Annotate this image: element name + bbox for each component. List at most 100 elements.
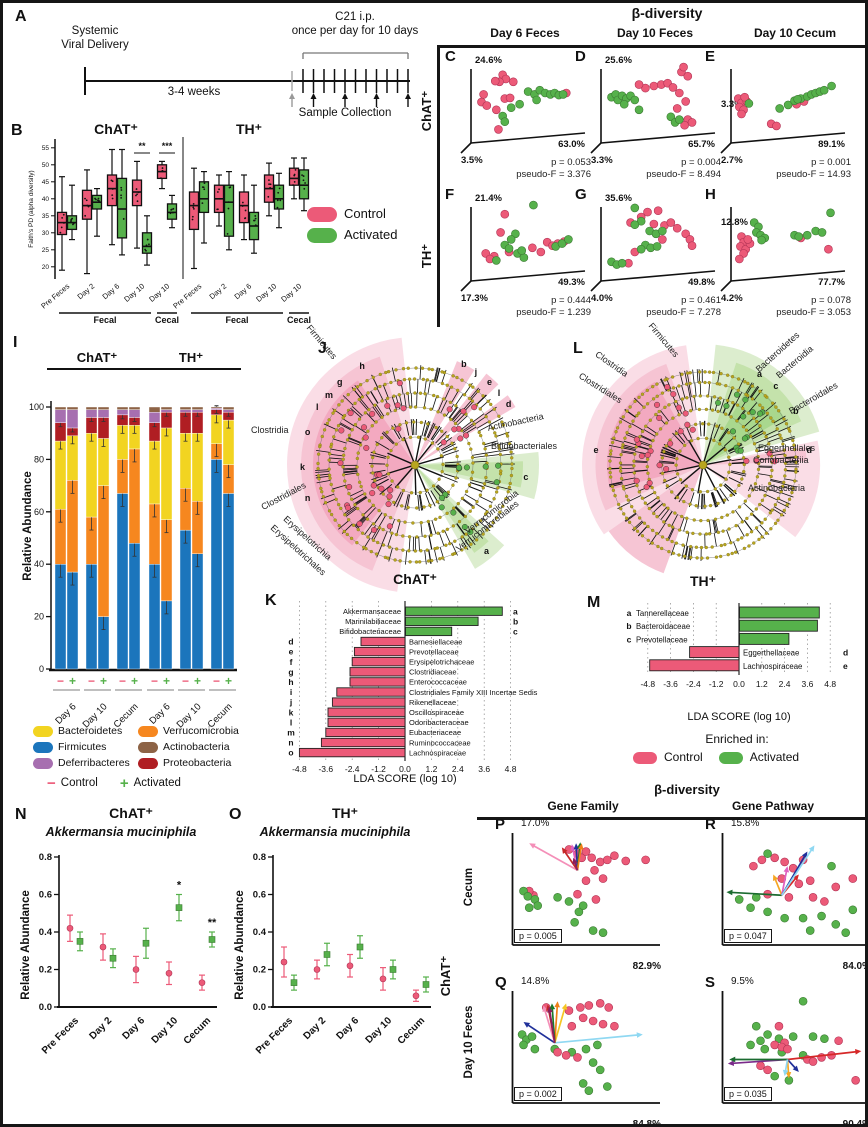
- col-header-day6-feces: Day 6 Feces: [490, 26, 560, 40]
- viral-delivery-label-line2: Viral Delivery: [61, 39, 129, 51]
- pseudo-f-value: pseudo-F = 7.278: [646, 307, 721, 318]
- panel-title: TH⁺: [331, 805, 359, 821]
- p-value: p = 0.047: [724, 929, 772, 943]
- panel-letter-e: E: [705, 48, 716, 65]
- panel-q-biplot: Q 14.8% p = 0.002 84.8%: [495, 975, 661, 1124]
- panel-l-cladogram-th: L TH⁺ Firmicutes Clostridia Clostridiales B…: [565, 321, 865, 605]
- cladogram-caption: ChAT⁺: [393, 571, 437, 587]
- svg-text:Clostridiaceae: Clostridiaceae: [409, 668, 457, 677]
- svg-text:Eggerthellaceae: Eggerthellaceae: [743, 649, 799, 658]
- panel-e-pcoa: E 3.3% 89.1% 2.7% p = 0.001 pseudo-F = 1…: [705, 49, 851, 191]
- svg-text:Day 2: Day 2: [207, 282, 228, 301]
- panel-g-pcoa: G 35.6% 49.8% 4.0% p = 0.461 pseudo-F = …: [575, 187, 721, 329]
- svg-text:40: 40: [34, 559, 44, 569]
- svg-text:20: 20: [34, 612, 44, 622]
- svg-text:Bifidobacteriaceae: Bifidobacteriaceae: [339, 627, 401, 636]
- z-variance-pct: 3.3%: [591, 155, 613, 166]
- taxa-label: Clostridia: [251, 425, 289, 435]
- svg-text:45: 45: [42, 179, 50, 186]
- svg-text:2.4: 2.4: [779, 679, 791, 689]
- control-label: Control: [344, 206, 386, 222]
- p-value: p = 0.004: [681, 157, 721, 168]
- taxa-letter-marker: e: [593, 445, 599, 456]
- svg-text:Lachnospiraceae: Lachnospiraceae: [409, 748, 466, 757]
- p-value: p = 0.035: [724, 1087, 772, 1101]
- svg-text:Day 2: Day 2: [301, 1015, 328, 1042]
- cladogram-caption: TH⁺: [689, 573, 717, 589]
- header-rule: [437, 45, 865, 48]
- taxa-label: Eggerthellales: [758, 443, 816, 453]
- biplot-graphic: [511, 833, 660, 946]
- svg-text:0.2: 0.2: [253, 965, 266, 976]
- svg-text:−: −: [213, 674, 220, 688]
- weeks-label: 3-4 weeks: [167, 86, 221, 98]
- x-variance-pct: 65.7%: [688, 139, 715, 150]
- svg-text:−: −: [182, 674, 189, 688]
- legend-item: Deferribacteres: [33, 757, 138, 769]
- svg-text:-3.6: -3.6: [663, 679, 678, 689]
- svg-text:0.6: 0.6: [253, 890, 266, 901]
- sample-collection-label: Sample Collection: [298, 107, 392, 119]
- taxa-letter-marker: e: [486, 376, 492, 387]
- beta-diversity-top: β-diversity Day 6 Feces Day 10 Feces Day…: [419, 3, 865, 333]
- svg-text:40: 40: [42, 196, 50, 203]
- svg-text:Cecum: Cecum: [182, 1015, 213, 1046]
- svg-text:100: 100: [29, 402, 44, 412]
- beta-diversity-bottom: β-diversity Gene Family Gene Pathway ChA…: [437, 782, 865, 1124]
- svg-text:20: 20: [42, 264, 50, 271]
- legend-item: Verrucomicrobia: [138, 725, 263, 737]
- svg-text:Marinilabiliaceae: Marinilabiliaceae: [345, 617, 401, 626]
- svg-text:Pre Feces: Pre Feces: [254, 1015, 296, 1057]
- svg-text:Cecum: Cecum: [396, 1015, 427, 1046]
- taxa-label: Coriobacteriia: [753, 455, 809, 465]
- panel-s-biplot: S 9.5% p = 0.035 90.4%: [705, 975, 865, 1124]
- pseudo-f-value: pseudo-F = 1.239: [516, 307, 591, 318]
- svg-text:Rikenellaceae: Rikenellaceae: [409, 698, 456, 707]
- row-label-cecum: Cecum: [463, 867, 475, 907]
- svg-text:80: 80: [34, 454, 44, 464]
- panel-letter-d: D: [575, 48, 586, 65]
- activated-label: Activated: [749, 750, 800, 764]
- panel-i-relative-abundance: I ChAT⁺ TH⁺ Relative Abundance 0 20 40 60 80…: [11, 335, 245, 799]
- taxa-letter-marker: c: [523, 471, 529, 482]
- p-value: p = 0.002: [514, 1087, 562, 1101]
- svg-text:−: −: [151, 674, 158, 688]
- svg-text:Cecal: Cecal: [287, 315, 311, 325]
- svg-text:**: **: [208, 917, 217, 929]
- svg-text:Bacteroidaceae: Bacteroidaceae: [636, 622, 690, 631]
- svg-text:e: e: [289, 647, 294, 657]
- svg-text:0.8: 0.8: [39, 852, 52, 863]
- p-value: p = 0.001: [811, 157, 851, 168]
- panel-letter-k: K: [265, 592, 277, 609]
- svg-text:Day 6: Day 6: [334, 1015, 361, 1042]
- svg-text:f: f: [290, 657, 293, 667]
- pcoa-plot: [720, 207, 846, 292]
- activated-swatch: [307, 228, 337, 243]
- taxa-letter-marker: l: [497, 388, 501, 398]
- panel-letter-r: R: [705, 816, 716, 833]
- svg-text:0.0: 0.0: [733, 679, 745, 689]
- svg-text:**: **: [138, 141, 146, 151]
- species-subtitle: Akkermansia muciniphila: [259, 825, 411, 839]
- panel-letter-c: C: [445, 48, 456, 65]
- z-variance-pct: 4.2%: [721, 293, 743, 304]
- panel-b-alpha-diversity: B ChAT⁺ TH⁺ 20 25 30 35 40 45 50 55 Faith's PD (…: [11, 121, 439, 333]
- boxplot-graphic: 20 25 30 35 40 45 50 55 Faith's PD (alpha divers…: [28, 137, 311, 325]
- svg-text:−: −: [88, 674, 95, 688]
- svg-text:50: 50: [42, 162, 50, 169]
- svg-text:a: a: [627, 608, 632, 618]
- viral-delivery-label-line1: Systemic: [71, 25, 119, 37]
- svg-text:60: 60: [34, 507, 44, 517]
- cladogram-graphic: [582, 344, 821, 574]
- svg-text:Pre Feces: Pre Feces: [40, 1015, 82, 1057]
- svg-text:Pre Feces: Pre Feces: [171, 281, 203, 310]
- species-subtitle: Akkermansia muciniphila: [45, 825, 197, 839]
- col-header-day10-feces: Day 10 Feces: [616, 26, 694, 40]
- c21-label-line2: once per day for 10 days: [291, 25, 419, 37]
- row-label-chat: ChAT⁺: [419, 90, 434, 132]
- y-variance-pct: 24.6%: [475, 55, 502, 66]
- svg-text:3.6: 3.6: [478, 764, 490, 774]
- taxa-letter-marker: n: [304, 492, 311, 503]
- panel-letter-f: F: [445, 186, 455, 203]
- svg-text:-4.8: -4.8: [640, 679, 655, 689]
